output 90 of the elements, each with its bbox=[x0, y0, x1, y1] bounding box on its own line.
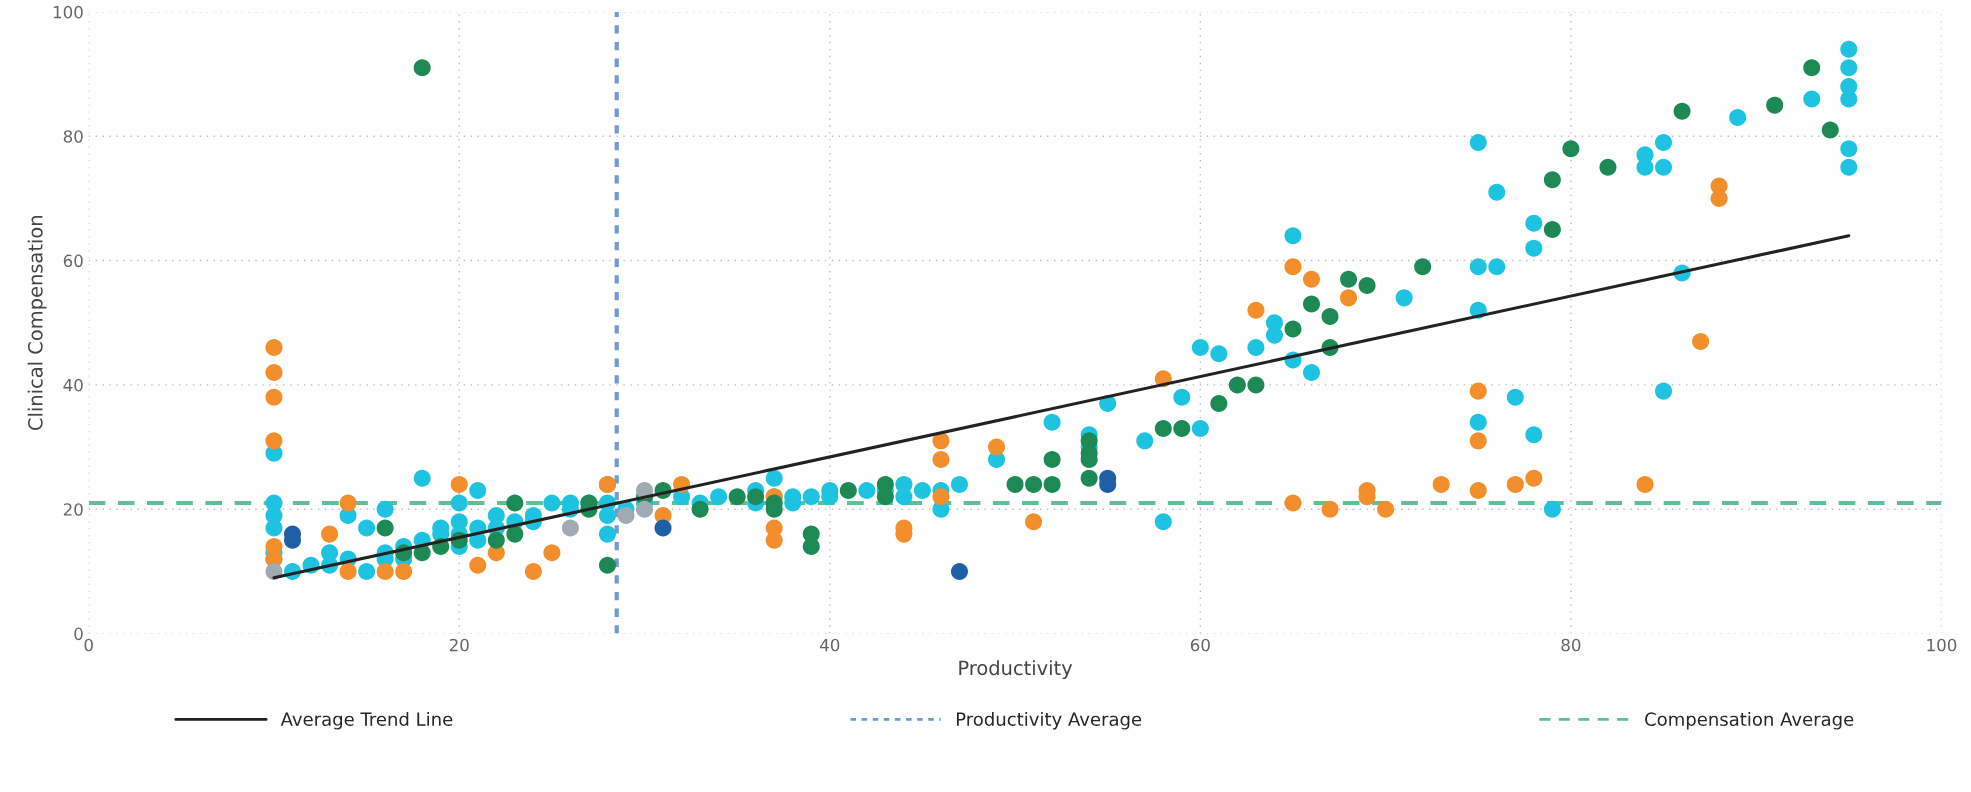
point bbox=[1303, 270, 1321, 288]
point bbox=[450, 475, 468, 493]
point bbox=[487, 531, 505, 549]
point bbox=[839, 482, 857, 500]
point bbox=[728, 488, 746, 506]
point bbox=[1173, 419, 1191, 437]
point bbox=[1525, 469, 1543, 487]
point bbox=[1766, 96, 1784, 114]
point bbox=[1340, 270, 1358, 288]
point bbox=[691, 500, 709, 518]
point bbox=[1562, 140, 1580, 158]
point bbox=[1506, 475, 1524, 493]
point bbox=[1210, 395, 1228, 413]
point bbox=[1247, 376, 1265, 394]
point bbox=[747, 488, 765, 506]
point bbox=[265, 339, 283, 357]
point bbox=[1247, 301, 1265, 319]
x-tick-label: 100 bbox=[1927, 638, 1957, 652]
point bbox=[339, 562, 357, 580]
point bbox=[1803, 59, 1821, 77]
point bbox=[1636, 475, 1654, 493]
point bbox=[654, 519, 672, 537]
point bbox=[1543, 171, 1561, 189]
x-tick-label: 20 bbox=[449, 638, 469, 652]
point bbox=[339, 494, 357, 512]
point bbox=[469, 556, 487, 574]
point bbox=[932, 451, 950, 469]
y-tick-label: 60 bbox=[63, 254, 83, 268]
point bbox=[543, 544, 561, 562]
point bbox=[1469, 382, 1487, 400]
point bbox=[1043, 475, 1061, 493]
point bbox=[1025, 475, 1043, 493]
point bbox=[1692, 332, 1710, 350]
y-tick-label: 0 bbox=[74, 627, 83, 641]
point bbox=[1673, 102, 1691, 120]
x-tick-label: 80 bbox=[1561, 638, 1581, 652]
x-axis-title: Productivity bbox=[959, 660, 1073, 679]
point bbox=[1080, 469, 1098, 487]
point bbox=[506, 525, 524, 543]
point bbox=[1321, 308, 1339, 326]
point bbox=[1284, 320, 1302, 338]
legend-label: Average Trend Line bbox=[280, 712, 453, 730]
point bbox=[1321, 500, 1339, 518]
point bbox=[1303, 295, 1321, 313]
y-tick-label: 20 bbox=[63, 503, 83, 516]
point bbox=[321, 525, 339, 543]
point bbox=[1228, 376, 1246, 394]
point bbox=[1821, 121, 1839, 139]
point bbox=[265, 363, 283, 381]
point bbox=[1043, 451, 1061, 469]
point bbox=[376, 562, 394, 580]
point bbox=[636, 500, 654, 518]
point bbox=[376, 519, 394, 537]
point bbox=[802, 538, 820, 556]
point bbox=[561, 519, 579, 537]
point bbox=[988, 438, 1006, 456]
point bbox=[506, 494, 524, 512]
point bbox=[598, 556, 616, 574]
point bbox=[1358, 276, 1376, 294]
point bbox=[1006, 475, 1024, 493]
x-tick-label: 0 bbox=[84, 638, 93, 652]
point bbox=[932, 488, 950, 506]
point bbox=[1284, 258, 1302, 276]
point bbox=[1154, 419, 1172, 437]
point bbox=[876, 488, 894, 506]
point bbox=[1414, 258, 1432, 276]
point bbox=[1025, 513, 1043, 531]
point bbox=[413, 59, 431, 77]
point bbox=[1432, 475, 1450, 493]
point bbox=[1543, 220, 1561, 238]
y-tick-label: 80 bbox=[63, 130, 83, 143]
y-axis-title: Clinical Compensation bbox=[27, 216, 47, 430]
point bbox=[617, 506, 635, 524]
point bbox=[1599, 158, 1617, 176]
point bbox=[1340, 289, 1358, 307]
point bbox=[1469, 482, 1487, 500]
legend-label: Compensation Average bbox=[1645, 712, 1854, 730]
point bbox=[265, 388, 283, 406]
x-tick-label: 40 bbox=[820, 638, 840, 652]
x-tick-label: 60 bbox=[1190, 638, 1210, 652]
point bbox=[950, 562, 968, 580]
y-tick-label: 100 bbox=[53, 5, 83, 19]
point bbox=[265, 432, 283, 450]
point bbox=[1284, 494, 1302, 512]
point bbox=[395, 562, 413, 580]
y-tick-label: 40 bbox=[63, 378, 83, 392]
point bbox=[524, 562, 542, 580]
point bbox=[1469, 432, 1487, 450]
legend-label: Productivity Average bbox=[956, 712, 1142, 730]
point bbox=[1377, 500, 1395, 518]
